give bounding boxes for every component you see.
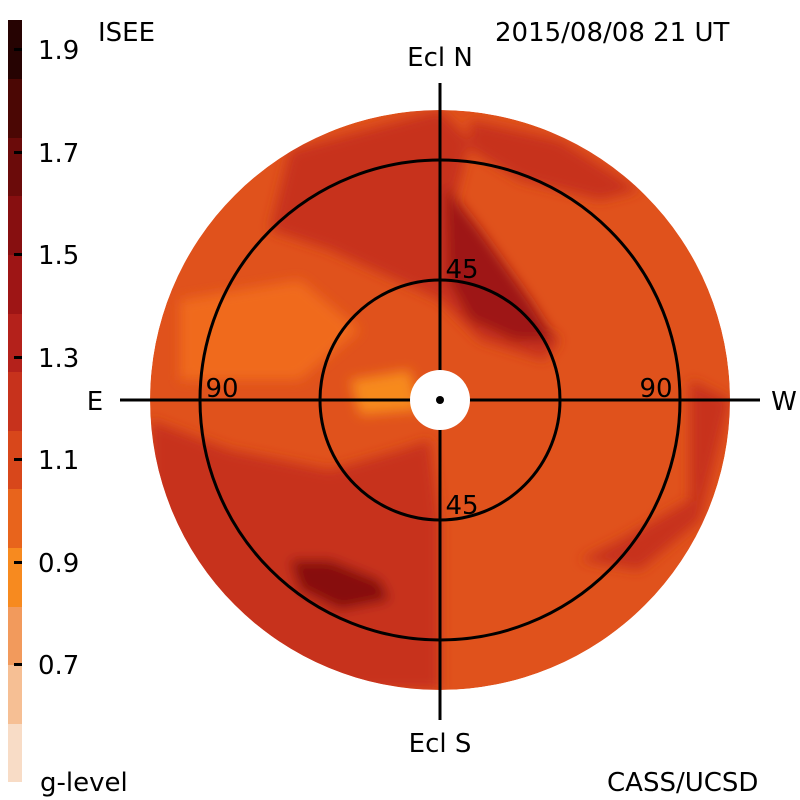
colorbar-tick <box>14 560 22 564</box>
colorbar-tick-label: 0.9 <box>38 548 80 579</box>
colorbar-segment <box>8 254 22 314</box>
legend-title: g-level <box>40 768 128 798</box>
sun-center-dot <box>436 396 444 404</box>
field-region-darkest-north <box>445 185 555 340</box>
timestamp-label: 2015/08/08 21 UT <box>495 18 730 48</box>
colorbar-segment <box>8 664 22 724</box>
colorbar-tick-label: 1.3 <box>38 343 80 374</box>
north-label: Ecl N <box>407 43 473 73</box>
field-region-darkest-south-west <box>290 560 390 610</box>
colorbar-tick-label: 1.1 <box>38 446 80 476</box>
field-region-bright-center <box>350 370 420 415</box>
field-region-light-west <box>180 280 360 380</box>
colorbar-segment <box>8 723 22 783</box>
inner-ring-label-bottom: 45 <box>445 491 478 521</box>
colorbar-tick <box>14 458 22 461</box>
g-level-colorbar: 1.9 1.7 1.5 1.3 1.1 0.9 0.7 <box>8 20 79 783</box>
outer-ring-label-left: 90 <box>205 374 238 404</box>
colorbar-segment <box>8 78 22 138</box>
colorbar-tick <box>14 253 22 256</box>
colorbar-tick <box>14 48 22 51</box>
colorbar-tick-label: 1.9 <box>38 36 80 66</box>
east-label: E <box>87 387 103 417</box>
colorbar-segment <box>8 606 22 666</box>
outer-ring-label-right: 90 <box>639 374 672 404</box>
field-region-mid-south-east <box>580 380 730 570</box>
colorbar-tick-label: 1.7 <box>38 138 80 169</box>
colorbar-tick-label: 0.7 <box>38 651 80 681</box>
inner-ring-label-top: 45 <box>445 255 478 285</box>
credit-label: CASS/UCSD <box>607 768 759 798</box>
field-region-mid-north-east <box>470 120 640 200</box>
colorbar-tick <box>14 150 22 154</box>
colorbar-tick <box>14 663 22 666</box>
south-label: Ecl S <box>409 729 472 759</box>
colorbar-segment <box>8 488 22 549</box>
west-label: W <box>771 387 797 417</box>
source-label: ISEE <box>98 18 156 48</box>
colorbar-tick <box>14 355 22 359</box>
colorbar-segment <box>8 195 22 255</box>
colorbar-tick-label: 1.5 <box>38 241 80 271</box>
colorbar-segment <box>8 371 22 431</box>
